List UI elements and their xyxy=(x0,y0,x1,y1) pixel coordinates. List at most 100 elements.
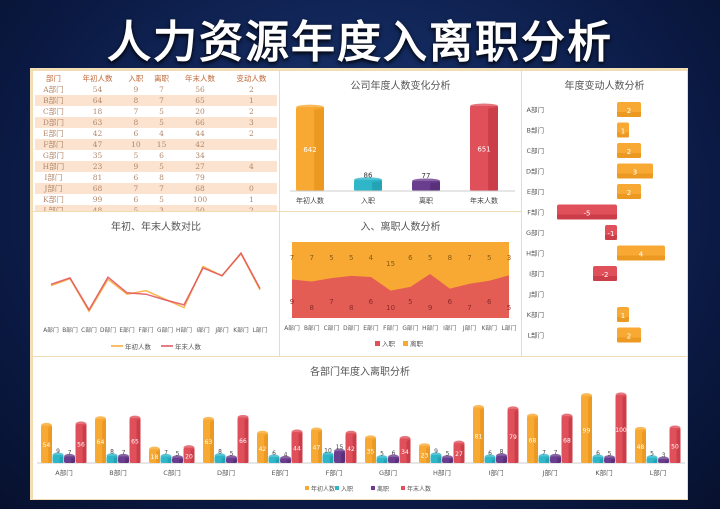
table-row: F部门 47 10 15 42 xyxy=(35,139,277,150)
bar-shade xyxy=(82,424,87,463)
table-cell: L部门 xyxy=(35,205,72,211)
bar-shade xyxy=(179,457,183,463)
data-label: 8 xyxy=(349,304,353,312)
axis-label: A部门 xyxy=(55,468,72,477)
table-cell: 64 xyxy=(71,95,124,106)
data-label: 7 xyxy=(554,449,558,456)
table-cell: H部门 xyxy=(35,161,72,172)
bar-top xyxy=(64,453,75,459)
data-label: 77 xyxy=(422,172,431,180)
data-label: 99 xyxy=(583,427,591,434)
data-label: 6 xyxy=(272,450,276,457)
table-header: 入职 xyxy=(128,74,144,83)
table-cell: 34 xyxy=(195,151,205,160)
table-cell: 4 xyxy=(225,161,277,172)
bar-shade xyxy=(372,179,382,191)
table-cell: 42 xyxy=(92,129,103,138)
legend-label: 入职 xyxy=(341,486,353,493)
bar-top xyxy=(550,453,561,459)
table-cell: 68 xyxy=(174,183,226,194)
data-label: 34 xyxy=(401,449,409,456)
bar-shade xyxy=(557,214,617,220)
bar-top xyxy=(419,443,430,449)
bar-top xyxy=(538,453,550,459)
axis-label: A部门 xyxy=(43,326,59,334)
data-label: 2 xyxy=(627,107,631,115)
axis-label: L部门 xyxy=(650,468,667,477)
bar-top xyxy=(334,448,345,454)
table-row: E部门 42 6 4 44 2 xyxy=(35,128,277,139)
area-chart: 入、离职人数分析 9 7 A部门 8 7 B部门 7 5 C部门 8 5 D部门 6 4 E部门 10 15 F部… xyxy=(279,211,522,357)
table-row: G部门 35 5 6 34 xyxy=(35,150,277,161)
data-label: 81 xyxy=(475,433,483,440)
table-cell: 8 xyxy=(159,173,164,182)
data-label: 79 xyxy=(509,434,517,441)
bar-shade xyxy=(244,417,249,463)
table-row: L部门 48 5 3 50 2 xyxy=(35,205,277,211)
data-label: 7 xyxy=(290,254,294,262)
data-label: 8 xyxy=(309,304,313,312)
table-row: K部门 99 6 5 100 1 xyxy=(35,194,277,205)
data-label: 48 xyxy=(637,444,645,451)
data-label: 5 xyxy=(176,451,180,458)
axis-label: I部门 xyxy=(443,324,457,332)
bar-top xyxy=(412,178,440,184)
table-cell: 9 xyxy=(123,161,149,172)
bar-top xyxy=(296,104,324,110)
data-label: 54 xyxy=(43,442,51,449)
bar-shade xyxy=(298,431,303,463)
data-label: 18 xyxy=(151,454,159,461)
table-header: 部门 xyxy=(45,74,61,83)
bar-top xyxy=(172,455,183,461)
data-label: 2 xyxy=(627,333,631,341)
data-label: 50 xyxy=(671,444,679,451)
bar-top xyxy=(473,405,484,411)
table-cell: 100 xyxy=(192,195,208,204)
bar-top xyxy=(388,454,399,460)
axis-label: J部门 xyxy=(542,468,558,477)
bar-top xyxy=(257,430,268,436)
data-label: 5 xyxy=(380,451,384,458)
chart-title: 年初、年末人数对比 xyxy=(111,222,201,233)
table-cell: F部门 xyxy=(35,139,72,150)
bar-shade xyxy=(426,445,430,463)
bar-top xyxy=(75,421,87,427)
table-cell: 7 xyxy=(148,95,175,106)
bar-shade xyxy=(588,395,592,463)
table-cell: 7 xyxy=(159,85,164,94)
bar-top xyxy=(95,416,106,422)
bar-top xyxy=(496,453,507,459)
data-label: 35 xyxy=(367,448,375,455)
bar-shade xyxy=(314,107,324,191)
data-label: 42 xyxy=(259,446,267,453)
bar-top xyxy=(106,453,118,459)
axis-label: H部门 xyxy=(176,326,192,334)
bar-shade xyxy=(617,194,641,199)
data-label: 68 xyxy=(563,438,571,445)
chart-title: 年度变动人数分析 xyxy=(564,81,645,92)
bar-shade xyxy=(372,437,376,463)
bar-shade xyxy=(59,455,64,463)
axis-label: K部门 xyxy=(595,468,612,477)
table-cell: D部门 xyxy=(35,117,72,128)
axis-label: 年初人数 xyxy=(296,196,324,205)
data-label: 6 xyxy=(596,450,600,457)
axis-label: J部门 xyxy=(214,326,229,334)
bar-shade xyxy=(617,255,665,261)
table-cell: J部门 xyxy=(35,183,72,194)
bar-shade xyxy=(653,457,658,463)
bar-shade xyxy=(48,425,52,463)
bar-shade xyxy=(676,428,681,463)
data-label: 65 xyxy=(131,439,139,446)
table-cell: 10 xyxy=(123,139,149,150)
data-label: 3 xyxy=(633,169,637,177)
bar-shade xyxy=(557,456,561,463)
table-cell: E部门 xyxy=(43,129,64,138)
axis-label: E部门 xyxy=(119,326,134,334)
table-cell: 7 xyxy=(123,183,149,194)
bar-top xyxy=(635,426,646,432)
table-cell: 27 xyxy=(174,161,226,172)
data-label: 2 xyxy=(627,148,631,156)
data-label: 1 xyxy=(621,312,625,320)
axis-label: G部门 xyxy=(526,228,544,237)
